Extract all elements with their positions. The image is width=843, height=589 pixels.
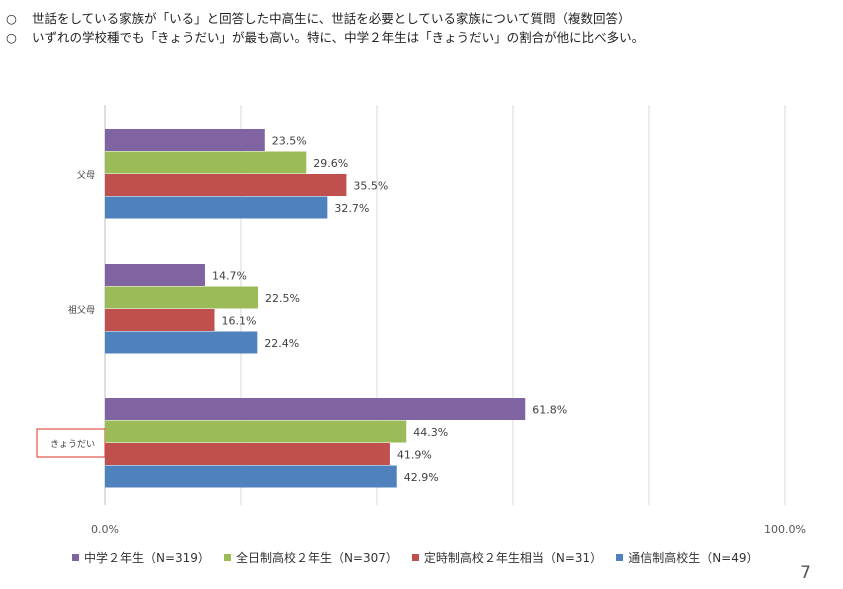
- x-tick-label: 100.0%: [764, 523, 806, 536]
- value-label: 14.7%: [212, 269, 247, 282]
- category-label: 祖父母: [68, 304, 95, 316]
- x-tick-label: 0.0%: [91, 523, 119, 536]
- bullet-text: いずれの学校種でも「きょうだい」が最も高い。特に、中学２年生は「きょうだい」の割…: [32, 30, 645, 45]
- legend-swatch: [411, 554, 419, 561]
- bar: [105, 286, 258, 309]
- bullet-mark: ○: [6, 30, 17, 45]
- header-bullets: ○ 世話をしている家族が「いる」と回答した中高生に、世話を必要としている家族につ…: [6, 9, 843, 47]
- bar: [105, 309, 215, 331]
- value-label: 23.5%: [272, 134, 307, 147]
- value-label: 42.9%: [404, 471, 439, 484]
- legend-label: 通信制高校生（N=49）: [628, 551, 759, 565]
- legend-swatch: [616, 554, 624, 561]
- chart-legend: 中学２年生（N=319） 全日制高校２年生（N=307） 定時制高校２年生相当（N=…: [72, 549, 759, 566]
- value-label: 22.5%: [265, 292, 300, 305]
- bar: [105, 420, 407, 443]
- bar: [105, 151, 307, 174]
- legend-item: 通信制高校生（N=49）: [616, 549, 759, 566]
- bullet-text: 世話をしている家族が「いる」と回答した中高生に、世話を必要としている家族について…: [32, 11, 631, 26]
- bar: [105, 174, 347, 196]
- bullet-line-2: ○ いずれの学校種でも「きょうだい」が最も高い。特に、中学２年生は「きょうだい」…: [6, 28, 843, 47]
- value-label: 41.9%: [397, 448, 432, 461]
- category-label: 父母: [77, 170, 95, 181]
- value-label: 29.6%: [313, 157, 348, 170]
- value-label: 44.3%: [413, 426, 448, 439]
- bar: [105, 443, 390, 465]
- bar: [105, 465, 397, 488]
- bar: [105, 398, 526, 420]
- legend-swatch: [223, 554, 231, 561]
- value-label: 61.8%: [532, 403, 567, 416]
- value-label: 22.4%: [264, 337, 299, 350]
- bullet-line-1: ○ 世話をしている家族が「いる」と回答した中高生に、世話を必要としている家族につ…: [6, 9, 843, 28]
- category-label: きょうだい: [50, 439, 95, 450]
- legend-label: 定時制高校２年生相当（N=31）: [423, 551, 603, 565]
- bar: [105, 331, 258, 354]
- bar: [105, 129, 265, 151]
- page-number: 7: [800, 563, 811, 583]
- legend-item: 全日制高校２年生（N=307）: [223, 549, 398, 566]
- legend-label: 全日制高校２年生（N=307）: [235, 551, 398, 565]
- bullet-mark: ○: [6, 11, 17, 26]
- legend-label: 中学２年生（N=319）: [84, 551, 210, 565]
- value-label: 35.5%: [353, 179, 388, 192]
- legend-item: 定時制高校２年生相当（N=31）: [411, 549, 603, 566]
- bar: [105, 264, 205, 286]
- value-label: 16.1%: [221, 314, 256, 327]
- legend-item: 中学２年生（N=319）: [72, 549, 210, 566]
- bar: [105, 196, 328, 219]
- legend-swatch: [72, 554, 79, 561]
- value-label: 32.7%: [334, 202, 369, 215]
